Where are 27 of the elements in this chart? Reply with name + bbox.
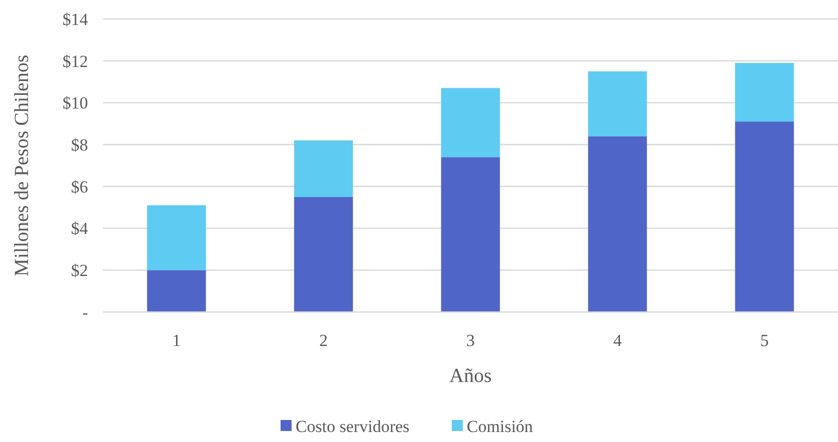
x-tick-label: 4 bbox=[613, 331, 622, 350]
y-tick-label: $6 bbox=[71, 177, 88, 196]
y-tick-label: $8 bbox=[71, 136, 88, 155]
y-axis-title: Millones de Pesos Chilenos bbox=[11, 54, 33, 276]
bar bbox=[735, 122, 794, 312]
x-tick-label: 3 bbox=[466, 331, 475, 350]
bar bbox=[588, 136, 647, 312]
bar bbox=[294, 140, 353, 197]
bar bbox=[441, 88, 500, 158]
x-tick-label: 5 bbox=[760, 331, 769, 350]
legend-label: Comisión bbox=[466, 417, 534, 436]
y-tick-label: $4 bbox=[71, 219, 88, 238]
bar bbox=[147, 205, 206, 270]
y-tick-label: $10 bbox=[62, 94, 88, 113]
x-tick-label: 1 bbox=[172, 331, 181, 350]
legend-label: Costo servidores bbox=[296, 417, 410, 436]
y-tick-label: $2 bbox=[71, 261, 88, 280]
y-tick-label: - bbox=[82, 302, 88, 322]
y-tick-label: $12 bbox=[62, 52, 88, 71]
bar bbox=[294, 196, 353, 312]
bar bbox=[588, 71, 647, 136]
y-tick-label: $14 bbox=[62, 10, 88, 29]
bar bbox=[735, 62, 794, 122]
x-tick-label: 2 bbox=[319, 331, 328, 350]
bar bbox=[147, 270, 206, 312]
x-axis-title: Años bbox=[449, 365, 492, 387]
bar bbox=[441, 157, 500, 312]
